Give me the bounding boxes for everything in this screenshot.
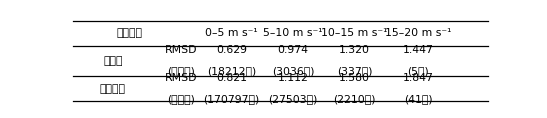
Text: (2210개): (2210개)	[333, 94, 376, 104]
Text: (27503개): (27503개)	[269, 94, 318, 104]
Text: (5개): (5개)	[407, 66, 429, 76]
Text: (18212개): (18212개)	[207, 66, 256, 76]
Text: 풍속구간: 풍속구간	[117, 28, 143, 38]
Text: 0.974: 0.974	[277, 45, 309, 55]
Text: (170797개): (170797개)	[203, 94, 260, 104]
Text: 10–15 m s⁻¹: 10–15 m s⁻¹	[321, 28, 388, 38]
Text: 1.447: 1.447	[403, 45, 434, 55]
Text: (자료수): (자료수)	[167, 94, 195, 104]
Text: 1.580: 1.580	[339, 73, 370, 83]
Text: (자료수): (자료수)	[167, 66, 195, 76]
Text: RMSD: RMSD	[165, 45, 197, 55]
Text: 1.847: 1.847	[403, 73, 434, 83]
Text: (3036개): (3036개)	[272, 66, 315, 76]
Text: 5–10 m s⁻¹: 5–10 m s⁻¹	[263, 28, 323, 38]
Text: 0.629: 0.629	[216, 45, 247, 55]
Text: 15–20 m s⁻¹: 15–20 m s⁻¹	[385, 28, 451, 38]
Text: 무강수일: 무강수일	[100, 84, 126, 94]
Text: 1.320: 1.320	[339, 45, 370, 55]
Text: 1.112: 1.112	[278, 73, 309, 83]
Text: RMSD: RMSD	[165, 73, 197, 83]
Text: 0–5 m s⁻¹: 0–5 m s⁻¹	[205, 28, 258, 38]
Text: (41개): (41개)	[404, 94, 433, 104]
Text: (337개): (337개)	[337, 66, 373, 76]
Text: 0.821: 0.821	[216, 73, 247, 83]
Text: 강수일: 강수일	[103, 56, 123, 66]
